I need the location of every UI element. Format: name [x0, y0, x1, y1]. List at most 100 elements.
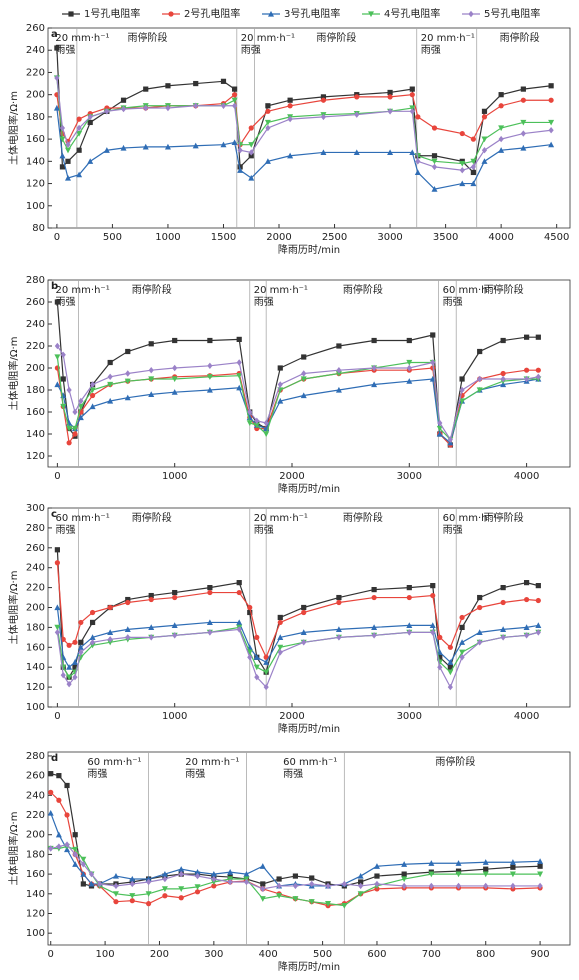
marker [301, 604, 307, 611]
y-tick-label: 260 [26, 297, 45, 308]
panel-label: d [51, 753, 58, 764]
marker [124, 378, 131, 385]
marker [172, 337, 178, 344]
marker [113, 899, 119, 905]
marker [253, 654, 260, 660]
marker [374, 880, 380, 888]
marker [520, 144, 527, 151]
marker [320, 97, 327, 103]
marker [374, 873, 380, 879]
annotation: 雨强 [241, 44, 261, 56]
marker [409, 149, 416, 156]
marker [236, 336, 242, 342]
marker [66, 680, 72, 688]
marker [64, 841, 70, 848]
marker [371, 586, 377, 593]
x-tick-label: 3000 [377, 232, 402, 243]
marker [470, 158, 477, 165]
marker [409, 108, 415, 115]
marker [481, 108, 488, 114]
marker [428, 882, 434, 890]
marker [88, 870, 95, 878]
marker [431, 125, 438, 131]
annotation: 雨强 [55, 44, 75, 56]
marker [387, 108, 393, 115]
marker [148, 367, 154, 374]
marker [277, 634, 284, 640]
marker [145, 878, 152, 886]
marker [193, 102, 199, 109]
y-tick-label: 140 [26, 889, 45, 900]
marker [548, 97, 554, 103]
marker [336, 343, 342, 349]
marker [89, 619, 96, 626]
x-tick-label: 4500 [544, 232, 569, 243]
marker [66, 642, 72, 648]
marker [437, 634, 443, 640]
marker [336, 594, 342, 601]
x-axis-label: 降雨历时/min [278, 960, 340, 973]
annotation: 20 mm·h⁻¹ [241, 33, 295, 44]
marker [354, 111, 360, 118]
marker [194, 884, 201, 891]
marker [237, 147, 243, 154]
marker [353, 149, 360, 156]
y-tick-label: 120 [26, 682, 45, 693]
marker [107, 629, 114, 635]
marker [477, 348, 483, 355]
marker [292, 873, 299, 879]
marker [211, 883, 217, 889]
marker [71, 425, 78, 432]
marker [254, 673, 260, 681]
marker [300, 392, 307, 399]
marker [277, 614, 283, 621]
marker [248, 149, 254, 156]
marker [236, 626, 242, 633]
marker [373, 863, 380, 869]
y-axis-label: 土体电阻率/Ω·m [7, 571, 20, 645]
marker [500, 370, 506, 377]
marker [476, 387, 483, 394]
marker [320, 113, 327, 121]
marker [78, 397, 84, 405]
marker [459, 130, 465, 137]
x-tick-label: 200 [150, 949, 169, 960]
marker [300, 629, 307, 635]
marker [447, 683, 453, 691]
marker [415, 158, 421, 165]
marker [371, 632, 377, 639]
marker [231, 139, 238, 146]
marker [336, 367, 342, 374]
marker [64, 147, 71, 154]
annotation: 雨强 [56, 296, 76, 308]
marker [206, 374, 213, 380]
marker [459, 614, 465, 621]
marker [112, 891, 119, 897]
marker [206, 386, 213, 393]
marker [171, 622, 178, 629]
marker [300, 376, 307, 383]
marker [523, 580, 530, 586]
marker [482, 859, 489, 865]
marker [248, 142, 255, 148]
marker [220, 78, 227, 84]
marker [263, 654, 269, 660]
marker [459, 180, 466, 187]
series-line [56, 77, 552, 171]
marker [481, 136, 488, 143]
panel-label: c [51, 509, 57, 520]
marker [178, 886, 185, 892]
marker [436, 425, 443, 432]
marker [165, 104, 171, 112]
marker [357, 891, 364, 897]
marker [237, 167, 244, 173]
marker [477, 375, 483, 383]
legend-marker [368, 11, 374, 18]
annotation: 雨停阶段 [343, 283, 383, 296]
x-tick-label: 1000 [162, 471, 187, 482]
marker [72, 639, 78, 645]
marker [72, 861, 79, 867]
marker [301, 370, 307, 377]
x-tick-label: 1000 [155, 232, 180, 243]
marker [406, 359, 413, 366]
